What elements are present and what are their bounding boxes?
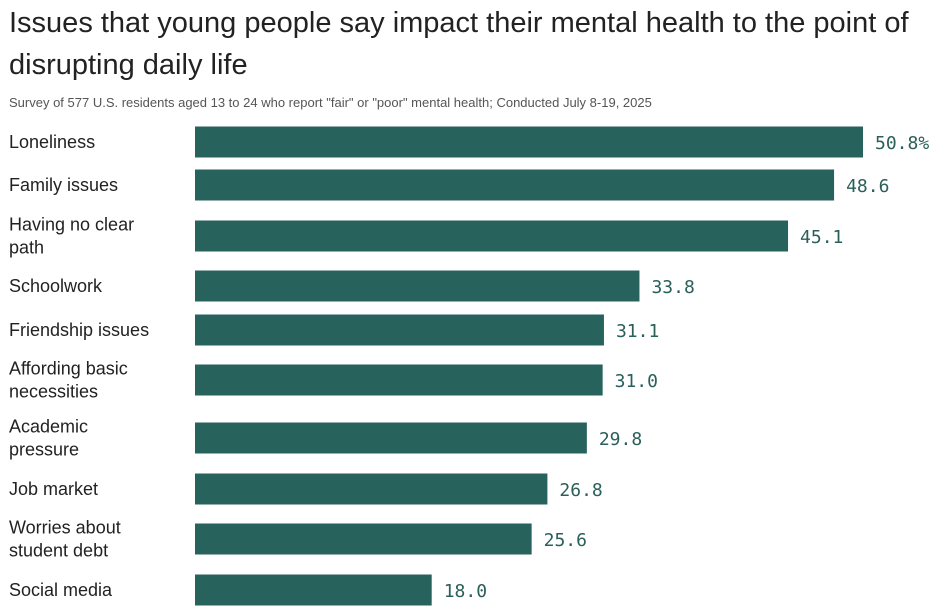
value-label: 25.6 bbox=[544, 530, 587, 551]
value-label: 33.8 bbox=[651, 277, 694, 298]
chart-subtitle: Survey of 577 U.S. residents aged 13 to … bbox=[9, 95, 652, 110]
bar bbox=[195, 574, 432, 606]
bar bbox=[195, 220, 789, 252]
category-label: Loneliness bbox=[9, 132, 95, 152]
value-label: 48.6 bbox=[846, 176, 889, 197]
value-label: 31.0 bbox=[615, 371, 658, 392]
bar bbox=[195, 364, 603, 396]
category-label: Social media bbox=[9, 580, 113, 600]
category-label: Affording basic necessities bbox=[9, 359, 128, 402]
category-label: Having no clear path bbox=[9, 215, 134, 258]
category-label: Worries about student debt bbox=[9, 518, 121, 561]
value-label: 29.8 bbox=[599, 429, 642, 450]
category-label: Friendship issues bbox=[9, 320, 149, 340]
category-label: Schoolwork bbox=[9, 276, 103, 296]
category-label: Academic pressure bbox=[9, 417, 88, 460]
value-label: 18.0 bbox=[444, 581, 487, 602]
bar bbox=[195, 422, 587, 454]
value-label: 50.8% bbox=[875, 133, 929, 154]
bar bbox=[195, 314, 604, 346]
category-label: Family issues bbox=[9, 175, 118, 195]
bar bbox=[195, 270, 640, 302]
value-label: 26.8 bbox=[559, 480, 602, 501]
value-label: 45.1 bbox=[800, 227, 843, 248]
bar bbox=[195, 126, 863, 158]
bar bbox=[195, 523, 532, 555]
chart-title: Issues that young people say impact thei… bbox=[9, 7, 909, 81]
value-label: 31.1 bbox=[616, 321, 659, 342]
category-label: Job market bbox=[9, 479, 98, 499]
bar bbox=[195, 169, 835, 201]
bar bbox=[195, 473, 548, 505]
